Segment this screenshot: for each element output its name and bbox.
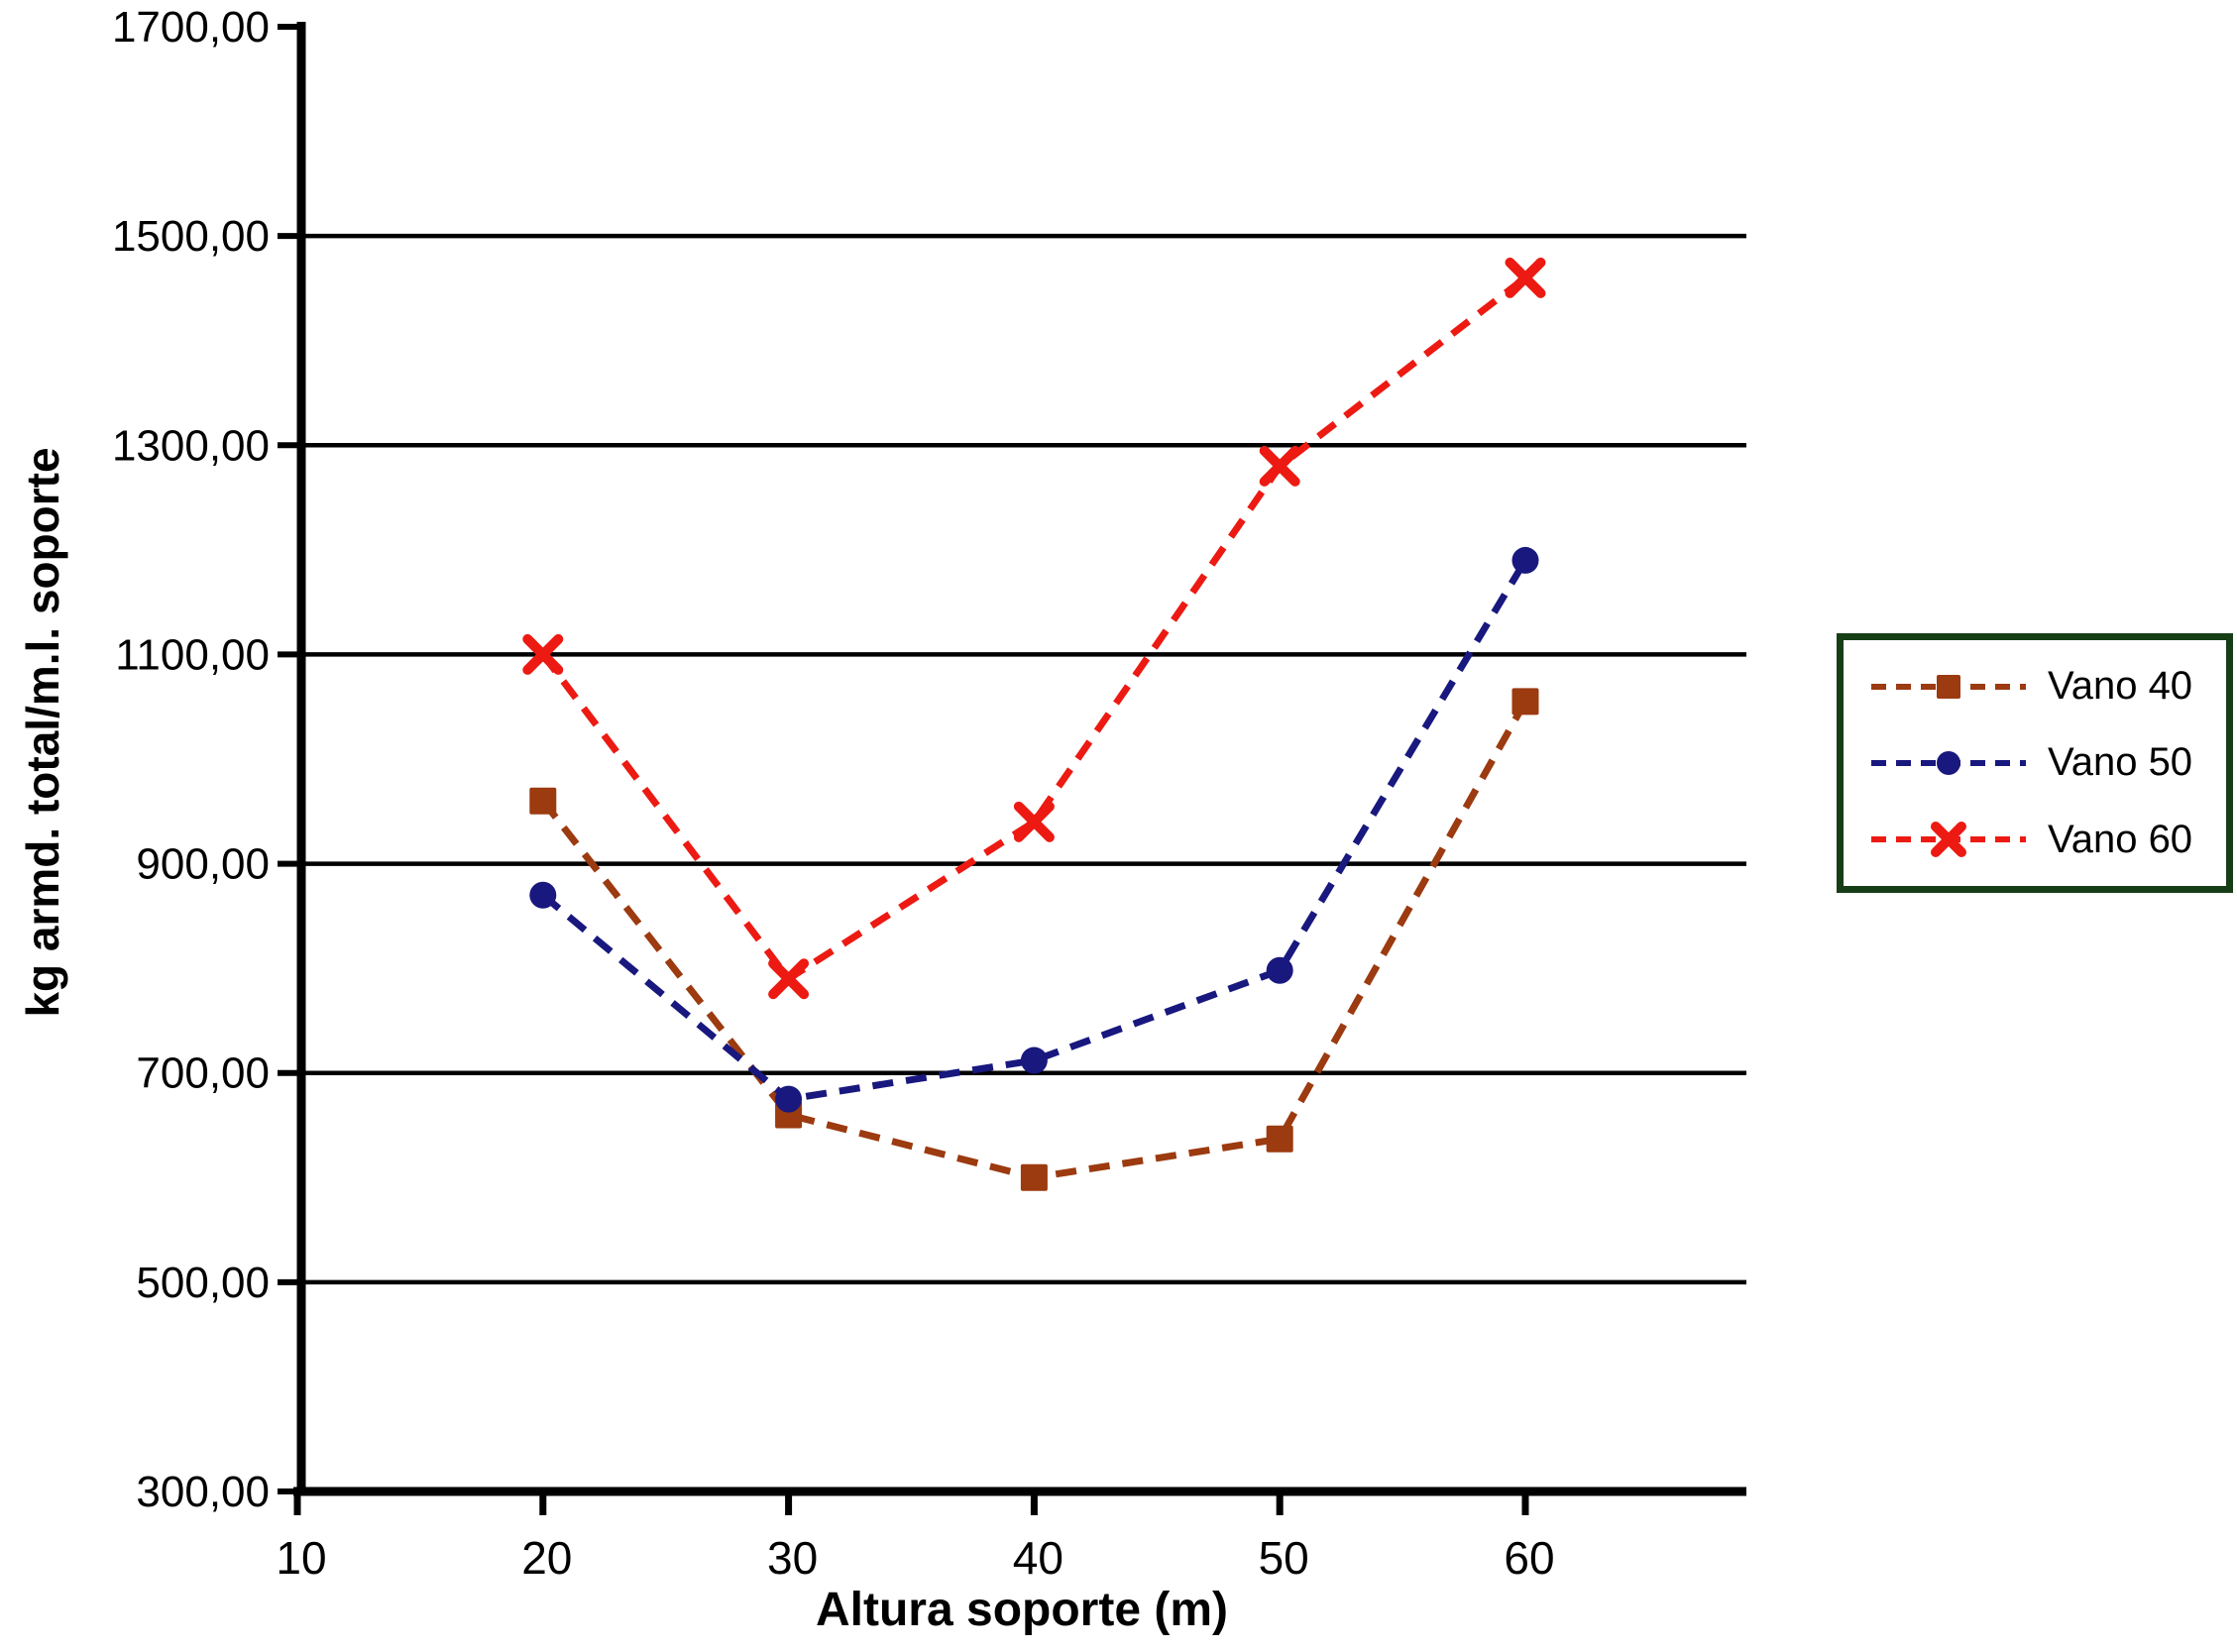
legend-label: Vano 40 [2048,664,2193,709]
legend-line-sample-icon [1871,822,2026,858]
legend: Vano 40 Vano 50 Vano 60 [1837,633,2233,893]
legend-item: Vano 60 [1869,818,2220,862]
svg-text:20: 20 [521,1532,572,1584]
x-tick-labels: 10 20 30 40 50 60 [276,1532,1554,1584]
svg-text:300,00: 300,00 [136,1468,270,1516]
svg-text:50: 50 [1259,1532,1309,1584]
legend-line-sample-icon [1871,674,2026,699]
svg-text:1700,00: 1700,00 [112,3,270,52]
svg-text:10: 10 [276,1532,326,1584]
axis-ticks [278,24,1529,1515]
svg-text:1300,00: 1300,00 [112,421,270,470]
gridlines [297,233,1746,1285]
legend-item: Vano 40 [1869,664,2220,709]
series-vano-50 [529,546,1539,1113]
y-tick-labels: 300,00 500,00 700,00 900,00 1100,00 1300,00 15… [112,3,270,1516]
svg-text:500,00: 500,00 [136,1259,270,1307]
svg-text:30: 30 [767,1532,818,1584]
legend-label: Vano 50 [2048,740,2193,785]
svg-text:1500,00: 1500,00 [112,212,270,261]
legend-item: Vano 50 [1869,740,2220,785]
x-axis-title: Altura soporte (m) [815,1584,1228,1636]
svg-text:900,00: 900,00 [136,840,270,889]
svg-text:40: 40 [1013,1532,1063,1584]
svg-text:700,00: 700,00 [136,1049,270,1098]
legend-line-sample-icon [1871,750,2026,775]
svg-text:1100,00: 1100,00 [115,630,270,679]
svg-text:60: 60 [1504,1532,1554,1584]
series-vano-40 [529,688,1539,1191]
legend-label: Vano 60 [2048,817,2193,861]
series-vano-60 [522,257,1546,1000]
axes [293,22,1746,1496]
